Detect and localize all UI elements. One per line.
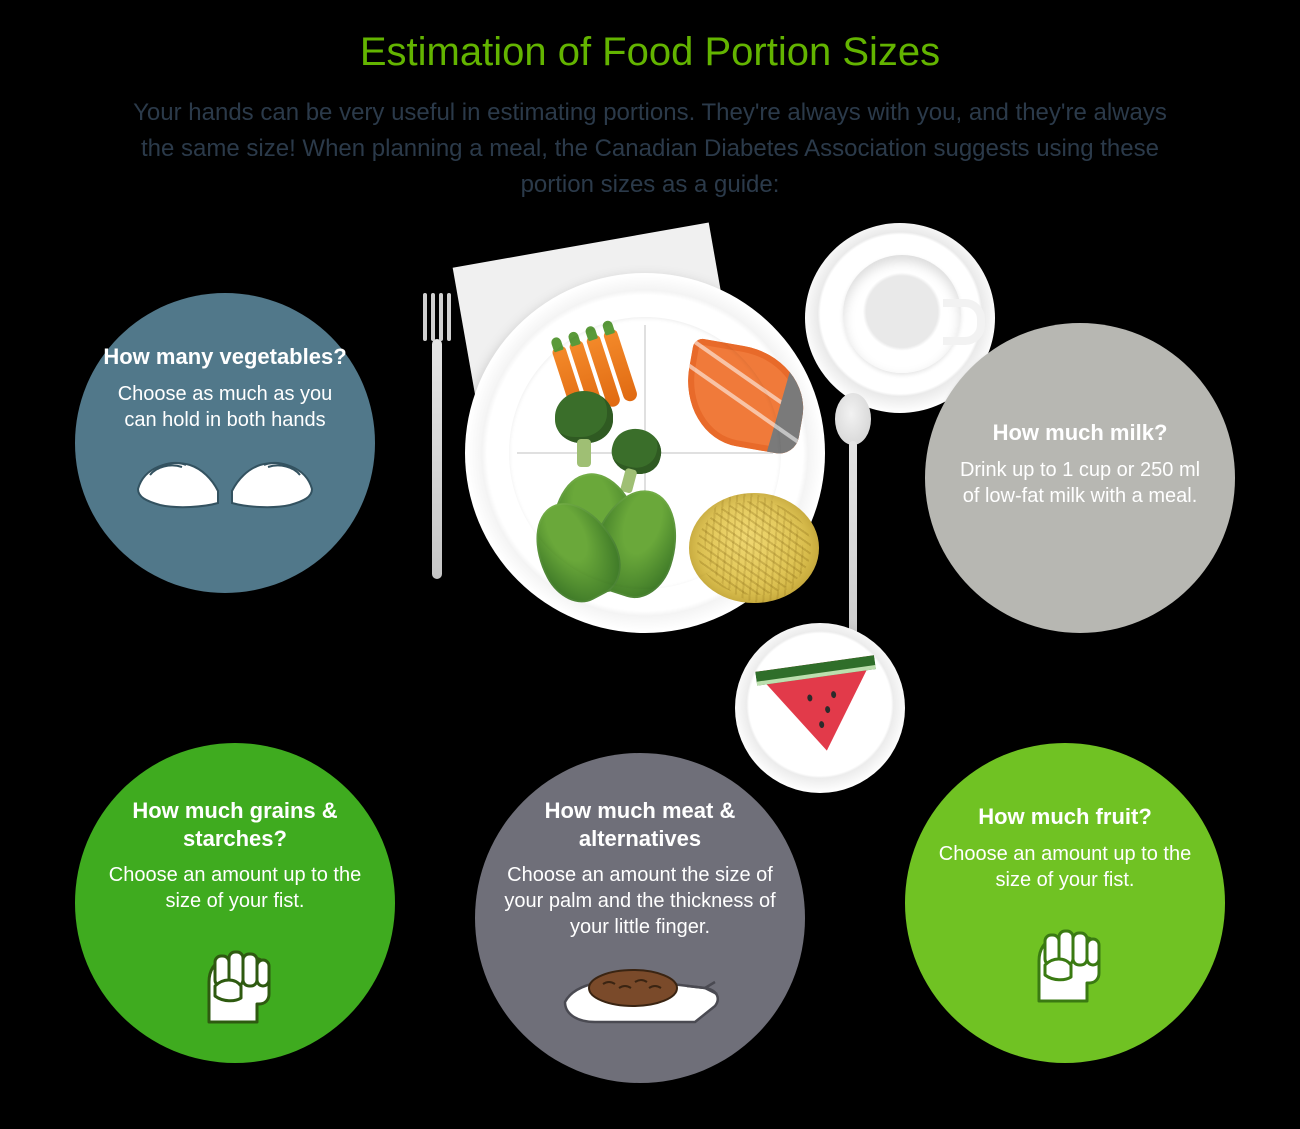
- question: How much grains & starches?: [75, 797, 395, 852]
- food-broccoli: [555, 391, 613, 467]
- answer: Choose an amount up to the size of your …: [905, 841, 1225, 893]
- intro-text: Your hands can be very useful in estimat…: [130, 95, 1170, 203]
- answer: Drink up to 1 cup or 250 ml of low-fat m…: [925, 457, 1235, 509]
- food-lettuce: [551, 473, 641, 593]
- food-pasta: [689, 493, 819, 603]
- food-broccoli: [602, 423, 666, 498]
- cupped-hands-icon: [130, 445, 320, 520]
- main-plate: [465, 273, 825, 633]
- fist-icon: [185, 926, 285, 1031]
- fruit-side-plate: [735, 623, 905, 793]
- infographic-canvas: How many vegetables? Choose as much as y…: [65, 233, 1235, 1103]
- portion-circle-fruit: How much fruit? Choose an amount up to t…: [905, 743, 1225, 1063]
- plate-scene: [405, 233, 925, 753]
- food-salmon: [677, 337, 813, 456]
- palm-icon: [555, 952, 725, 1037]
- food-watermelon: [755, 655, 887, 763]
- question: How much milk?: [973, 419, 1188, 447]
- question: How much fruit?: [958, 803, 1172, 831]
- answer: Choose as much as you can hold in both h…: [75, 381, 375, 433]
- answer: Choose an amount the size of your palm a…: [475, 862, 805, 940]
- answer: Choose an amount up to the size of your …: [75, 862, 395, 914]
- question: How many vegetables?: [83, 343, 366, 371]
- question: How much meat & alternatives: [475, 797, 805, 852]
- page-title: Estimation of Food Portion Sizes: [65, 30, 1235, 75]
- portion-circle-grains: How much grains & starches? Choose an am…: [75, 743, 395, 1063]
- portion-circle-vegetables: How many vegetables? Choose as much as y…: [75, 293, 375, 593]
- portion-circle-milk: How much milk? Drink up to 1 cup or 250 …: [925, 323, 1235, 633]
- food-carrots: [551, 328, 639, 419]
- fist-icon: [1015, 905, 1115, 1010]
- portion-circle-meat: How much meat & alternatives Choose an a…: [475, 753, 805, 1083]
- fork-icon: [423, 293, 451, 579]
